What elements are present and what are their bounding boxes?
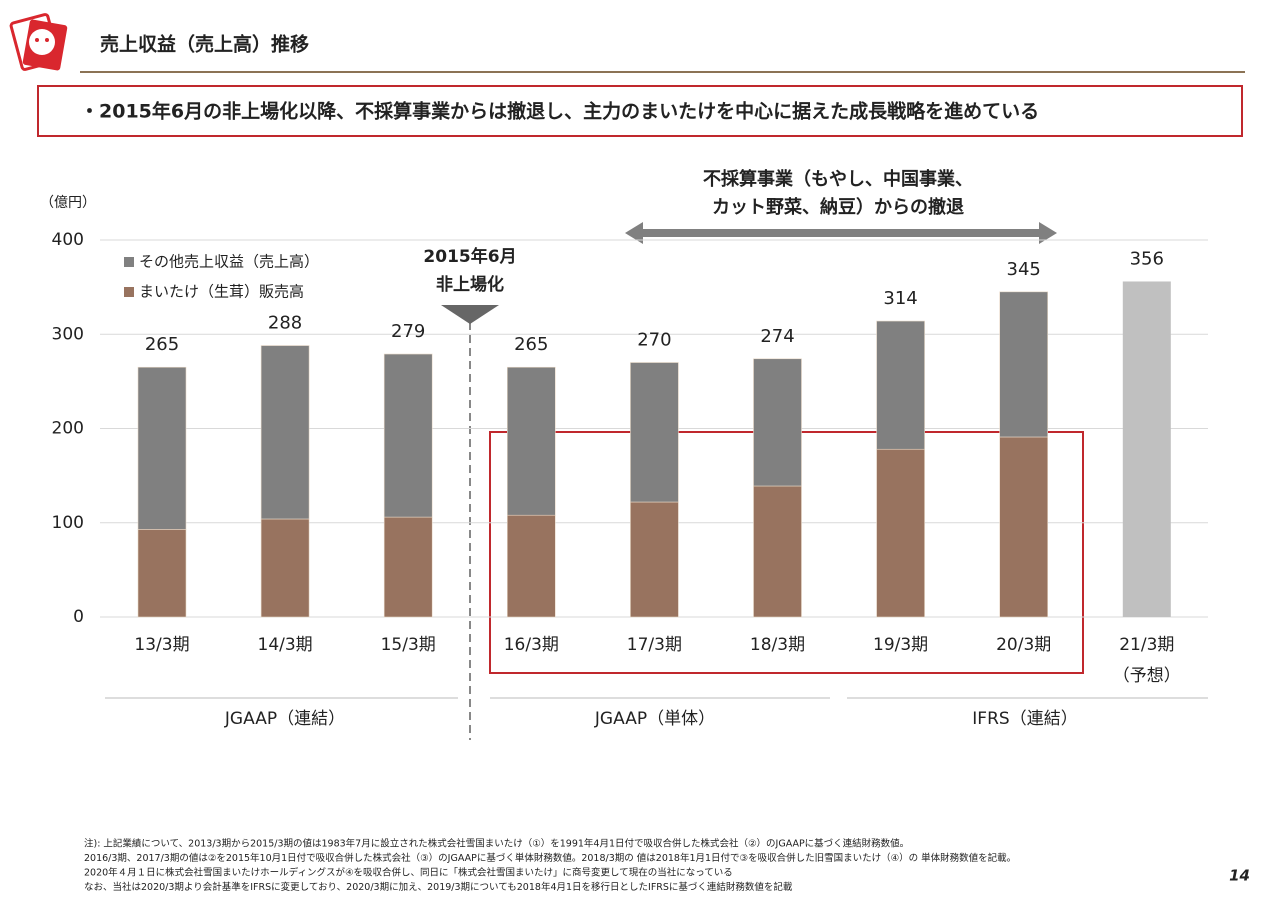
y-tick-label: 400 bbox=[52, 230, 84, 250]
total-label: 265 bbox=[145, 334, 179, 355]
x-tick-label: 17/3期 bbox=[627, 635, 682, 655]
y-tick-label: 0 bbox=[73, 607, 84, 627]
note: なお、当社は2020/3期より会計基準をIFRSに変更しており、2020/3期に… bbox=[84, 881, 793, 893]
total-label: 270 bbox=[637, 330, 671, 351]
logo bbox=[9, 13, 68, 71]
total-label: 314 bbox=[883, 288, 917, 309]
bar-segment bbox=[999, 291, 1049, 438]
bar-segment bbox=[137, 366, 187, 530]
bar-segment bbox=[260, 345, 310, 520]
annotation: 非上場化 bbox=[436, 274, 504, 295]
summary-box bbox=[37, 85, 1243, 137]
y-tick-label: 100 bbox=[52, 513, 84, 533]
bar-segment bbox=[999, 436, 1049, 618]
forecast-bar bbox=[1122, 281, 1171, 617]
bar-segment bbox=[383, 353, 433, 518]
annotation: カット野菜、納豆）からの撤退 bbox=[712, 196, 964, 218]
slide-title: 売上収益（売上高）推移 bbox=[100, 33, 309, 56]
bar-segment bbox=[630, 501, 679, 618]
note: 2016/3期、2017/3期の値は②を2015年10月1日付で吸収合併した株式… bbox=[84, 852, 1016, 864]
withdrawal-arrow bbox=[625, 222, 1057, 244]
bar-segment bbox=[876, 448, 925, 618]
group-label: JGAAP（連結） bbox=[224, 709, 345, 729]
x-tick-label: 15/3期 bbox=[381, 635, 436, 655]
total-label: 345 bbox=[1007, 259, 1041, 280]
x-tick-label: 20/3期 bbox=[996, 635, 1051, 655]
x-tick-label: 13/3期 bbox=[134, 635, 189, 655]
group-label: JGAAP（単体） bbox=[594, 709, 715, 729]
divider-marker bbox=[441, 305, 499, 324]
total-label: 356 bbox=[1130, 248, 1164, 269]
x-tick-label: 18/3期 bbox=[750, 635, 805, 655]
bar-segment bbox=[506, 514, 556, 618]
bar-segment bbox=[753, 485, 802, 618]
x-tick-label: 21/3期 bbox=[1119, 635, 1174, 655]
group-label: IFRS（連結） bbox=[972, 709, 1077, 729]
x-tick-label: 14/3期 bbox=[258, 635, 313, 655]
annotation: 2015年6月 bbox=[423, 246, 516, 267]
unit-label: （億円） bbox=[40, 195, 96, 211]
legend-label: その他売上収益（売上高） bbox=[139, 253, 319, 271]
y-tick-label: 200 bbox=[52, 419, 84, 439]
bar-segment bbox=[260, 518, 310, 618]
annotation: 不採算事業（もやし、中国事業、 bbox=[703, 168, 973, 190]
total-label: 265 bbox=[514, 334, 548, 355]
note: 2020年４月１日に株式会社雪国まいたけホールディングスが④を吸収合併し、同日に… bbox=[84, 867, 733, 879]
x-tick-label: 16/3期 bbox=[504, 635, 559, 655]
forecast-label: （予想） bbox=[1113, 666, 1181, 686]
page-number: 14 bbox=[1229, 867, 1250, 885]
total-label: 274 bbox=[760, 326, 794, 347]
bar-segment bbox=[506, 366, 556, 516]
bar-segment bbox=[876, 320, 925, 450]
total-label: 288 bbox=[268, 313, 302, 334]
y-tick-label: 300 bbox=[52, 324, 84, 344]
bar-segment bbox=[137, 529, 187, 618]
bar-segment bbox=[383, 516, 433, 618]
legend-swatch bbox=[124, 257, 134, 267]
x-tick-label: 19/3期 bbox=[873, 635, 928, 655]
bar-segment bbox=[630, 362, 679, 503]
note: 注): 上記業績について、2013/3期から2015/3期の値は1983年7月に… bbox=[84, 838, 909, 850]
summary: ・2015年6月の非上場化以降、不採算事業からは撤退し、主力のまいたけを中心に据… bbox=[80, 100, 1039, 123]
legend-label: まいたけ（生茸）販売高 bbox=[139, 283, 304, 301]
total-label: 279 bbox=[391, 321, 425, 342]
bar-segment bbox=[753, 358, 802, 487]
legend-swatch bbox=[124, 287, 134, 297]
